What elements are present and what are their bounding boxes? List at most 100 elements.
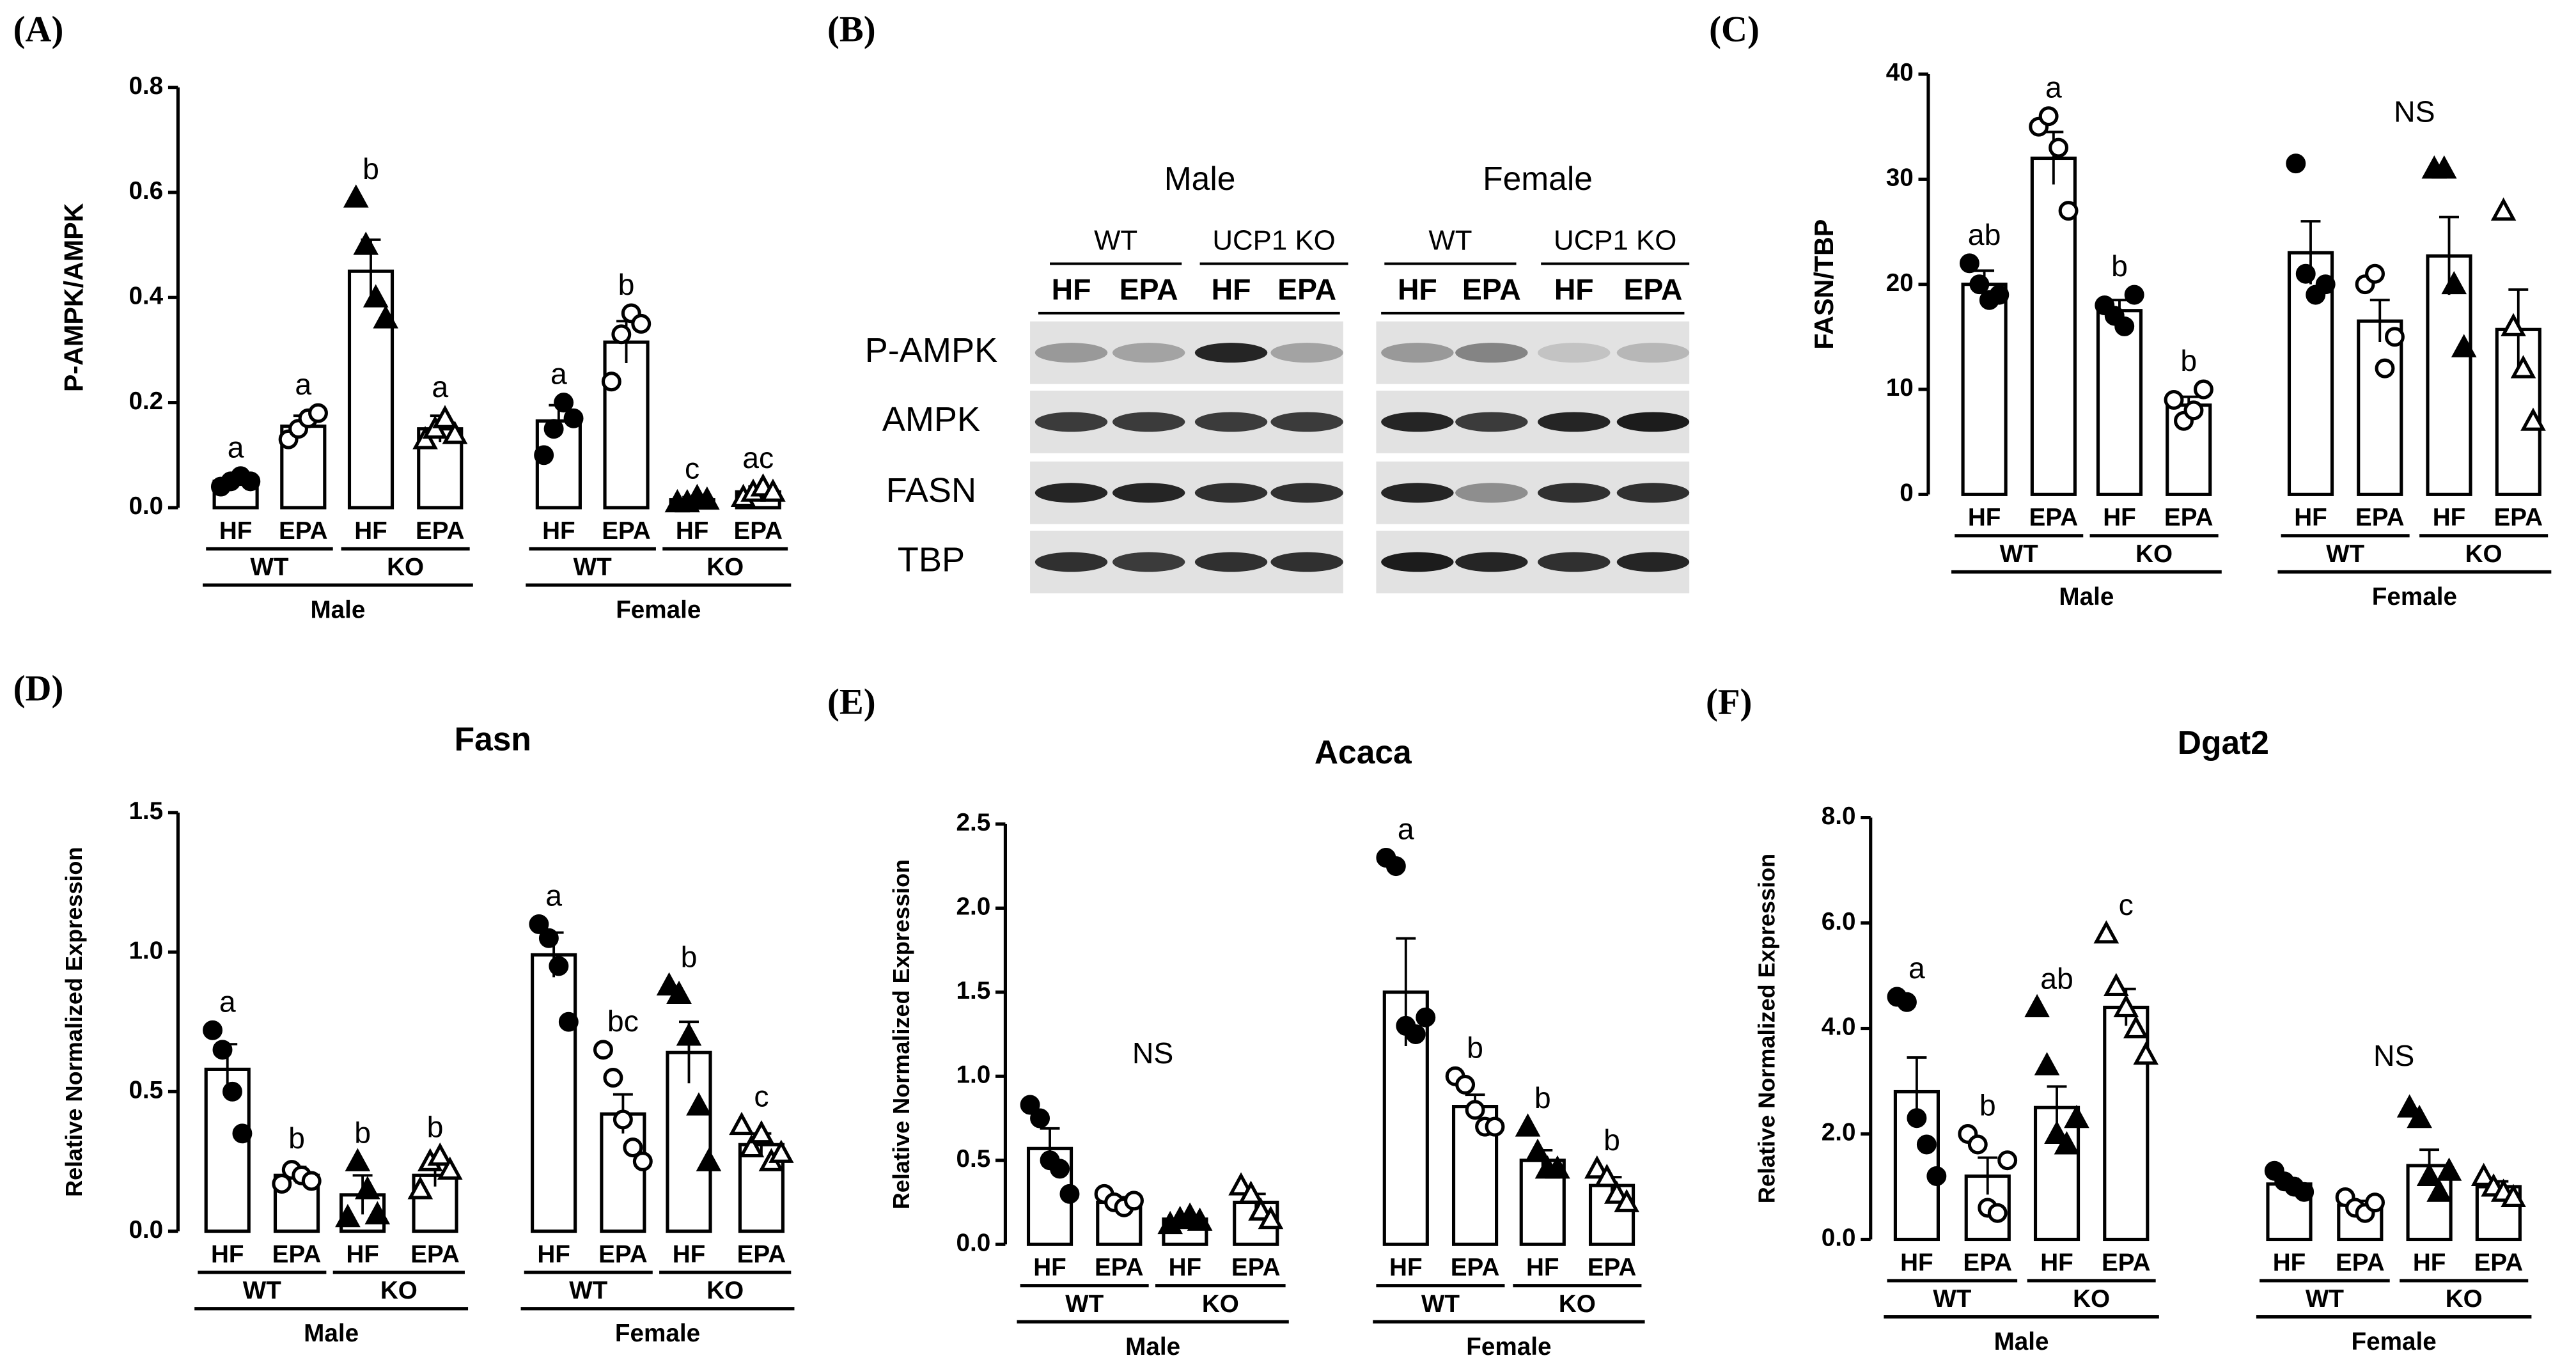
x-tick-label: EPA	[733, 517, 783, 545]
data-point	[343, 184, 369, 208]
y-tick-label: 0.4	[129, 283, 163, 310]
data-point	[529, 914, 549, 934]
panel-label: (C)	[1709, 10, 1760, 50]
significance-letter: a	[295, 368, 311, 401]
data-point	[2510, 355, 2536, 379]
blot-strip	[1376, 321, 1690, 384]
treatment-label: HF	[1554, 273, 1594, 306]
blot-band	[1381, 412, 1454, 432]
data-point	[2183, 400, 2204, 421]
data-point	[1515, 1113, 1541, 1137]
data-point	[593, 1040, 613, 1060]
data-point	[1030, 1108, 1050, 1129]
significance-letter: ab	[2040, 962, 2073, 996]
y-tick-label: 1.0	[129, 937, 163, 964]
data-point	[760, 478, 786, 502]
treatment-label: EPA	[1120, 273, 1178, 306]
genotype-label: KO	[2465, 540, 2502, 568]
panel-label: (B)	[827, 10, 876, 50]
data-point	[442, 421, 468, 444]
data-point	[2024, 994, 2050, 1017]
data-point	[2520, 407, 2546, 431]
data-point	[2064, 1104, 2089, 1129]
data-point	[1614, 1189, 1640, 1212]
data-point	[2471, 1162, 2497, 1186]
protein-label: TBP	[898, 540, 965, 579]
blot-band	[1616, 483, 1690, 503]
x-tick-label: EPA	[1963, 1249, 2012, 1276]
significance-letter: b	[2111, 249, 2128, 283]
significance-letter: b	[1467, 1031, 1483, 1064]
sex-label: Female	[1483, 160, 1593, 197]
data-point	[2501, 313, 2526, 336]
x-tick-label: HF	[2413, 1249, 2446, 1276]
significance-letter: b	[363, 152, 379, 185]
data-point	[1545, 1155, 1570, 1179]
y-tick-label: 4.0	[1822, 1013, 1856, 1041]
data-point	[2384, 327, 2405, 347]
y-tick-label: 1.0	[956, 1061, 990, 1088]
blot-band	[1194, 552, 1268, 572]
x-tick-label: EPA	[2494, 504, 2543, 531]
data-point	[1050, 1159, 1070, 1179]
sex-label: Female	[616, 597, 701, 624]
data-point	[308, 403, 328, 423]
data-point	[355, 1176, 380, 1199]
genotype-label: KO	[2446, 1285, 2483, 1313]
data-point	[2396, 1094, 2423, 1118]
y-tick-label: 20	[1886, 269, 1914, 297]
x-tick-label: EPA	[598, 1240, 648, 1268]
sex-label: Female	[615, 1320, 700, 1347]
sex-label: Male	[310, 597, 365, 624]
x-tick-label: HF	[2273, 1249, 2306, 1276]
treatment-label: EPA	[1462, 273, 1521, 306]
data-point	[212, 1040, 233, 1060]
data-point	[686, 1092, 712, 1116]
data-point	[2038, 106, 2059, 127]
data-point	[1416, 1007, 1436, 1027]
x-tick-label: EPA	[737, 1240, 786, 1268]
x-tick-label: EPA	[2102, 1249, 2151, 1276]
x-tick-label: EPA	[2336, 1249, 2385, 1276]
genotype-label: WT	[1094, 225, 1137, 256]
genotype-label: KO	[706, 554, 744, 581]
data-point	[2123, 1015, 2149, 1038]
x-tick-label: HF	[346, 1240, 379, 1268]
blot-band	[1616, 552, 1690, 572]
data-point	[1455, 1074, 1476, 1095]
data-point	[222, 1081, 242, 1102]
data-point	[656, 972, 682, 996]
panel-label: (A)	[13, 10, 64, 50]
x-tick-label: HF	[1389, 1254, 1423, 1281]
data-point	[729, 1111, 754, 1136]
data-point	[2365, 263, 2385, 284]
data-point	[2407, 1104, 2432, 1129]
group-note: NS	[2373, 1039, 2414, 1072]
y-axis-label: P-AMPK/AMPK	[59, 203, 88, 392]
genotype-label: KO	[706, 1277, 744, 1304]
significance-letter: b	[681, 940, 698, 973]
genotype-label: KO	[2135, 540, 2173, 568]
data-point	[554, 393, 574, 413]
data-point	[601, 371, 621, 392]
data-point	[2375, 358, 2395, 379]
data-point	[623, 1137, 643, 1158]
data-point	[1969, 274, 1990, 295]
data-point	[2286, 153, 2306, 174]
chart-title: Fasn	[455, 721, 531, 758]
data-point	[1228, 1172, 1254, 1196]
data-point	[563, 408, 584, 428]
y-tick-label: 0.0	[1822, 1224, 1856, 1252]
treatment-label: HF	[1398, 273, 1437, 306]
data-point	[2490, 197, 2517, 221]
y-axis-label: Relative Normalized Expression	[1753, 854, 1779, 1203]
significance-letter: b	[2180, 344, 2197, 377]
x-tick-label: HF	[1169, 1254, 1202, 1281]
data-point	[240, 471, 261, 492]
y-tick-label: 8.0	[1822, 802, 1856, 830]
data-point	[543, 419, 564, 439]
y-tick-label: 0.6	[129, 177, 163, 205]
blot-band	[1455, 343, 1528, 363]
y-tick-label: 2.0	[1822, 1119, 1856, 1146]
